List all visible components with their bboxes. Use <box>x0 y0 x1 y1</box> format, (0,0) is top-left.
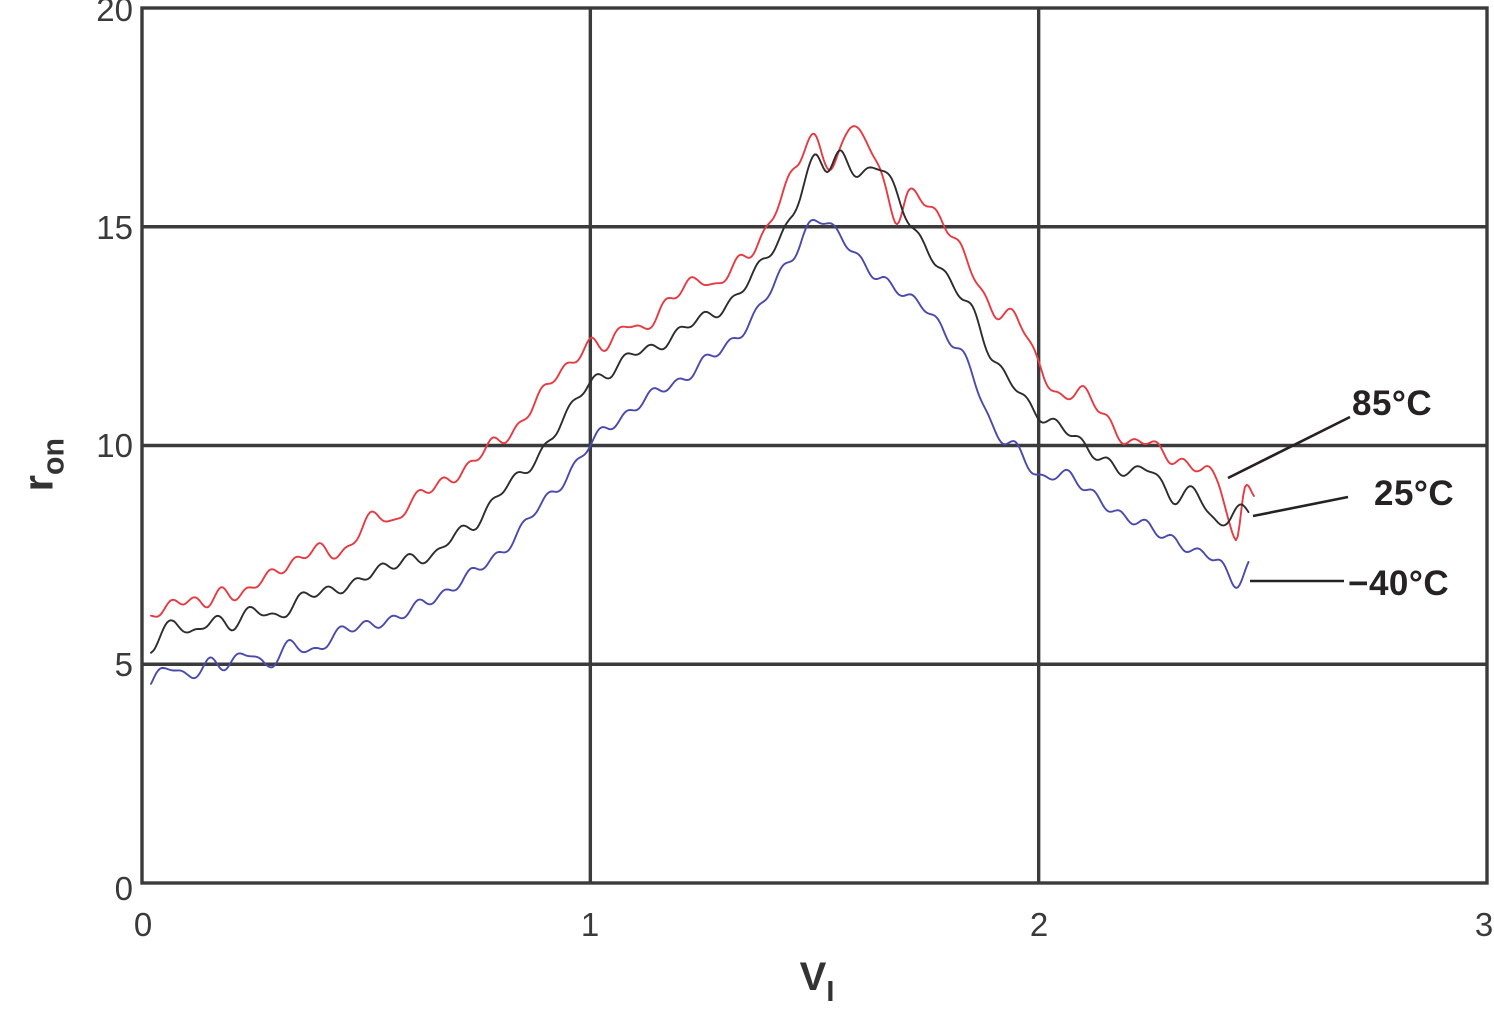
legend-leader-0 <box>1227 415 1351 480</box>
x-axis-title: VI <box>742 955 892 1008</box>
y-tick-label-15: 15 <box>96 209 133 246</box>
x-tick-label-3: 3 <box>1474 906 1494 943</box>
legend-label-85c: 85°C <box>1352 384 1433 423</box>
y-tick-label-20: 20 <box>96 0 133 28</box>
series-curve-1 <box>150 149 1250 654</box>
y-tick-label-5: 5 <box>114 646 133 683</box>
y-axis-title: ron <box>14 405 71 525</box>
x-tick-label-2: 2 <box>1029 906 1049 943</box>
legend-leader-1 <box>1252 495 1349 518</box>
x-axis-title-sub: I <box>826 976 835 1008</box>
series-curve-2 <box>150 218 1250 685</box>
y-axis-title-sub: on <box>37 438 71 475</box>
x-tick-label-1: 1 <box>580 906 600 943</box>
legend-label-minus40c: −40°C <box>1348 564 1450 603</box>
plot-frame <box>140 6 1489 885</box>
y-axis-title-main: r <box>14 474 62 492</box>
legend-label-25c: 25°C <box>1374 474 1455 513</box>
x-axis-title-main: V <box>799 955 827 999</box>
x-tick-label-0: 0 <box>133 906 153 943</box>
y-tick-label-0: 0 <box>114 870 133 907</box>
series-curve-0 <box>150 125 1255 618</box>
y-tick-label-10: 10 <box>96 427 133 464</box>
